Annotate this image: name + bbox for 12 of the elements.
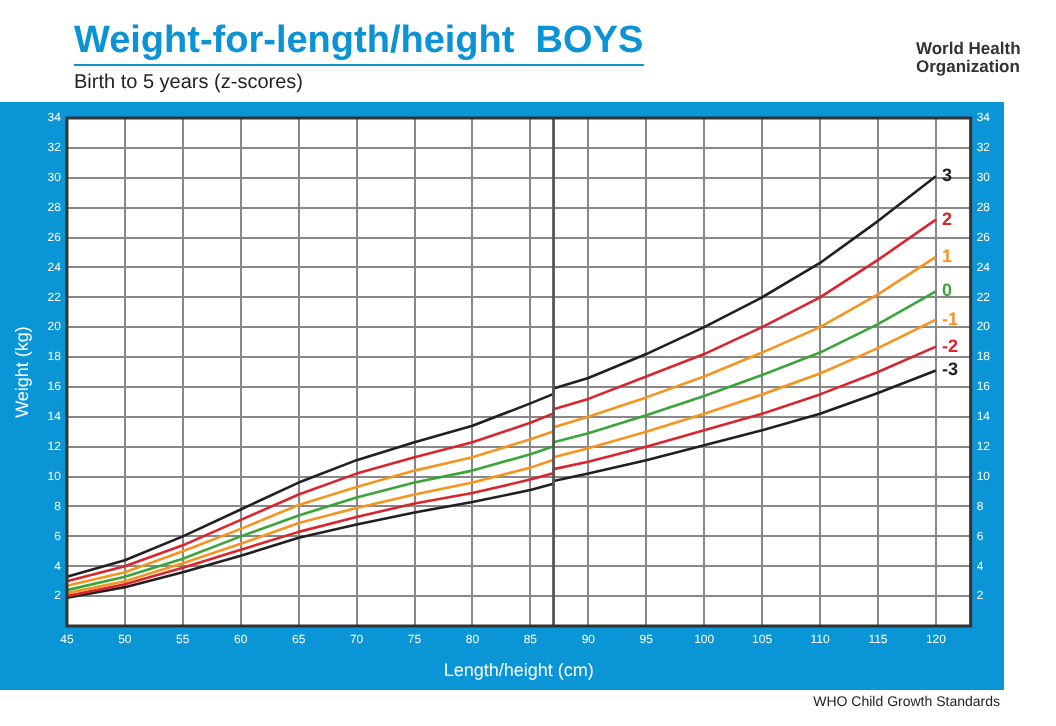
- series-label: -1: [941, 308, 958, 329]
- x-axis-title: Length/height (cm): [443, 660, 594, 681]
- text: World Health Organization: [916, 38, 1023, 76]
- y-axis-title: Weight (kg): [11, 326, 32, 418]
- series-label: 2: [941, 208, 952, 229]
- series-label: 0: [941, 280, 952, 301]
- series-label: 3: [941, 165, 952, 186]
- series-label: -3: [941, 359, 958, 380]
- chart-title: Weight-for-length/height BOYS: [74, 20, 644, 66]
- series-label: 1: [941, 245, 952, 266]
- chart-subtitle: Birth to 5 years (z-scores): [74, 72, 303, 94]
- series-label: -2: [941, 335, 958, 356]
